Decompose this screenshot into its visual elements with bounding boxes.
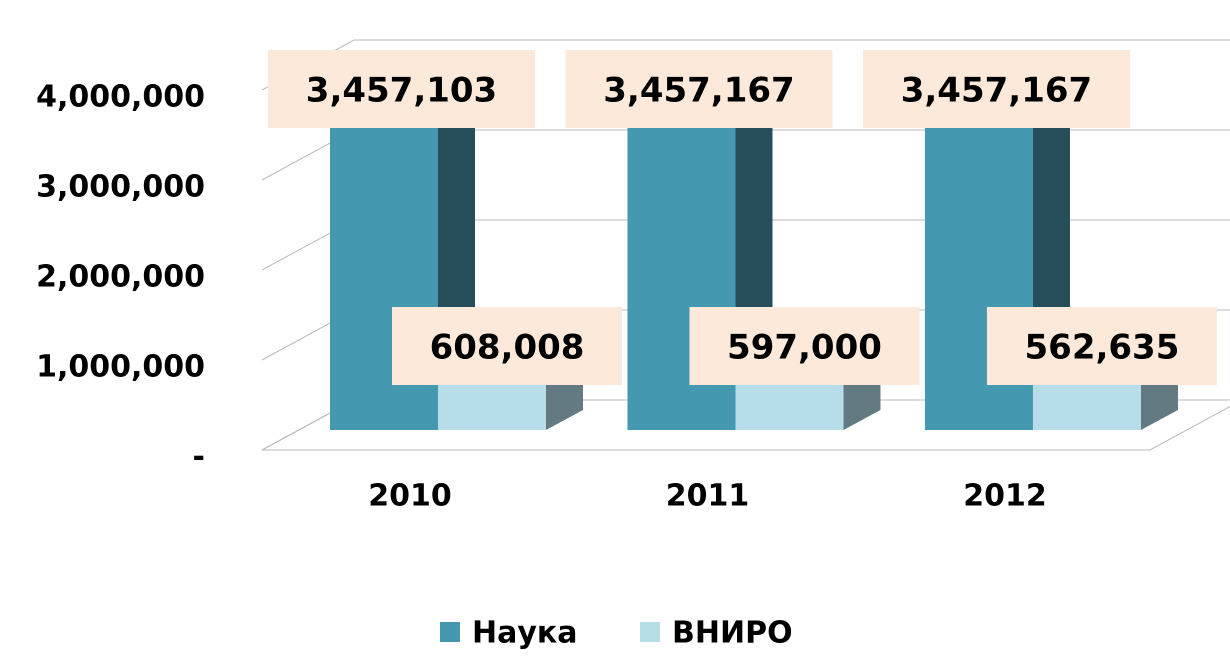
legend-swatch — [440, 622, 460, 642]
value-label-box — [986, 307, 1217, 385]
legend-label: Наука — [472, 616, 578, 651]
y-tick-label: 1,000,000 — [36, 350, 205, 385]
x-tick-label: 2011 — [666, 479, 750, 514]
value-label-box — [689, 307, 920, 385]
bar — [735, 376, 844, 430]
y-tick-label: 3,000,000 — [36, 170, 205, 205]
x-tick-label: 2012 — [963, 479, 1047, 514]
value-label-box — [392, 307, 622, 385]
value-label-box — [862, 50, 1130, 128]
value-label: 3,457,167 — [901, 71, 1092, 111]
value-label: 3,457,103 — [306, 71, 497, 111]
value-label: 3,457,167 — [603, 71, 794, 111]
y-tick-label: 4,000,000 — [36, 80, 205, 115]
y-tick-label: - — [193, 440, 205, 475]
value-label: 597,000 — [727, 328, 882, 368]
value-label: 562,635 — [1025, 328, 1180, 368]
y-tick-label: 2,000,000 — [36, 260, 205, 295]
value-label: 608,008 — [430, 328, 585, 368]
value-label-box — [268, 50, 535, 128]
legend-swatch — [640, 622, 660, 642]
legend-label: ВНИРО — [672, 616, 793, 651]
value-label-box — [565, 50, 833, 128]
x-tick-label: 2010 — [368, 479, 452, 514]
bar — [1032, 379, 1141, 430]
